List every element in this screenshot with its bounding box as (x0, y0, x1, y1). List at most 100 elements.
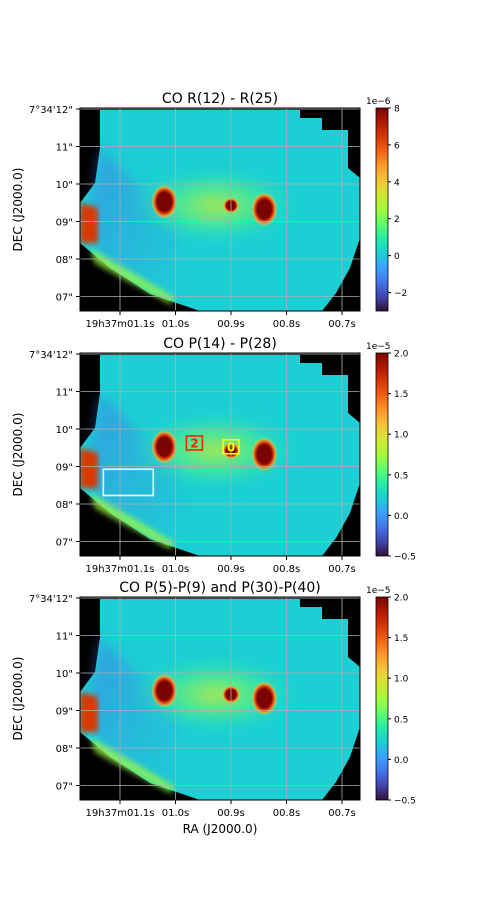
colorbar-tick-label: 2.0 (394, 594, 409, 604)
y-tick-label: 08" (56, 500, 73, 511)
colorbar-tick-label: 0.5 (394, 715, 408, 725)
x-tick-label: 19h37m01.1s (85, 808, 154, 819)
colorbar-tick-label: 1.5 (394, 390, 408, 400)
axes-frame (79, 107, 361, 312)
emission-halo (125, 654, 305, 735)
grid-lines (80, 108, 360, 311)
x-tick-label: 00.9s (217, 319, 244, 330)
y-tick-label: 10" (56, 180, 73, 191)
edge-hotspot (80, 692, 98, 732)
edge-ridge (90, 248, 175, 304)
edge-ridge (90, 737, 175, 793)
emission-halo (125, 410, 305, 491)
source-peak (251, 681, 278, 716)
colorbar-tick-label: 4 (394, 178, 400, 188)
y-tick-label: 7°34'12" (29, 350, 73, 361)
panel-title: CO R(12) - R(25) (162, 91, 278, 107)
marker-box-2 (185, 435, 204, 451)
colorbar-tick-label: 0.0 (394, 512, 409, 522)
colorbar-tick-label: 0.0 (394, 756, 409, 766)
colorbar-multiplier: 1e−5 (366, 586, 391, 596)
y-tick-label: 09" (56, 463, 73, 474)
panel-title: CO P(14) - P(28) (163, 336, 277, 352)
blue-lane (82, 393, 180, 553)
source-peak (251, 192, 278, 227)
x-tick-label: 01.0s (162, 564, 189, 575)
colorbar-tick-label: 1.0 (394, 675, 409, 685)
y-tick-label: 11" (56, 388, 73, 399)
y-tick-label: 07" (56, 293, 73, 304)
colorbar-tick-label: 0.5 (394, 471, 408, 481)
panel-2: 2 0 CO P(14) - P(28) 19h37m01.1s 01.0s 00.9s 0… (11, 336, 416, 575)
colorbar-tick-label: −0.5 (394, 553, 416, 563)
x-axis-label: RA (J2000.0) (183, 822, 258, 836)
marker-label-2: 2 (190, 437, 198, 451)
panel-1: CO R(12) - R(25) 19h37m01.1s 01.0s 00.9s 00.… (11, 91, 407, 330)
grid-lines (80, 597, 360, 800)
x-tick-label: 00.7s (328, 564, 355, 575)
axes-frame (79, 596, 361, 801)
heatmap-image (80, 353, 360, 556)
y-axis-label: DEC (J2000.0) (11, 657, 25, 741)
y-tick-label: 10" (56, 425, 73, 436)
source-peak (151, 184, 178, 219)
heatmap-image (80, 108, 360, 311)
emission-halo (125, 165, 305, 246)
y-tick-label: 08" (56, 744, 73, 755)
edge-hotspot (80, 448, 98, 488)
x-tick-label: 00.9s (217, 564, 244, 575)
marker-label-0: 0 (227, 440, 235, 454)
y-axis-label: DEC (J2000.0) (11, 168, 25, 252)
colorbar-tick-label: 1.0 (394, 431, 409, 441)
x-tick-label: 00.8s (273, 319, 300, 330)
colorbar (375, 352, 389, 557)
y-tick-label: 07" (56, 538, 73, 549)
heatmap-image (80, 597, 360, 800)
x-tick-label: 01.0s (162, 319, 189, 330)
source-peak (251, 437, 278, 472)
axes-frame (79, 352, 361, 557)
panel-title: CO P(5)-P(9) and P(30)-P(40) (119, 580, 321, 596)
y-tick-label: 7°34'12" (29, 105, 73, 116)
x-tick-label: 00.7s (328, 808, 355, 819)
colorbar-tick-label: 2.0 (394, 350, 409, 360)
colorbar-tick-label: −0.5 (394, 797, 416, 807)
y-tick-label: 11" (56, 143, 73, 154)
colorbar-tick-label: −2 (394, 289, 407, 299)
blue-lane (82, 637, 180, 797)
colorbar-tick-label: 2 (394, 215, 400, 225)
y-tick-label: 07" (56, 782, 73, 793)
blue-lane (82, 148, 180, 308)
x-tick-label: 00.8s (273, 564, 300, 575)
y-tick-label: 09" (56, 707, 73, 718)
x-tick-label: 00.9s (217, 808, 244, 819)
colorbar-multiplier: 1e−5 (366, 342, 391, 352)
y-axis-label: DEC (J2000.0) (11, 413, 25, 497)
colorbar (375, 596, 389, 801)
marker-box-0 (222, 438, 240, 455)
source-peak (151, 673, 178, 708)
x-tick-label: 00.8s (273, 808, 300, 819)
colorbar-tick-label: 1.5 (394, 634, 408, 644)
source-peak (151, 429, 178, 464)
y-tick-label: 08" (56, 255, 73, 266)
x-tick-label: 00.7s (328, 319, 355, 330)
y-tick-label: 11" (56, 632, 73, 643)
x-tick-label: 19h37m01.1s (85, 564, 154, 575)
x-tick-label: 01.0s (162, 808, 189, 819)
colorbar-tick-label: 0 (394, 252, 400, 262)
edge-hotspot (80, 203, 98, 243)
grid-lines (80, 353, 360, 556)
colorbar-tick-label: 6 (394, 141, 400, 151)
y-tick-label: 7°34'12" (29, 594, 73, 605)
edge-ridge (90, 493, 175, 549)
y-tick-label: 09" (56, 218, 73, 229)
region-box (102, 468, 155, 497)
panel-3: CO P(5)-P(9) and P(30)-P(40) 19h37m01.1s 0… (11, 580, 416, 836)
colorbar (375, 107, 389, 312)
y-tick-label: 10" (56, 669, 73, 680)
colorbar-multiplier: 1e−6 (366, 97, 391, 107)
x-tick-label: 19h37m01.1s (85, 319, 154, 330)
colorbar-tick-label: 8 (394, 105, 400, 115)
